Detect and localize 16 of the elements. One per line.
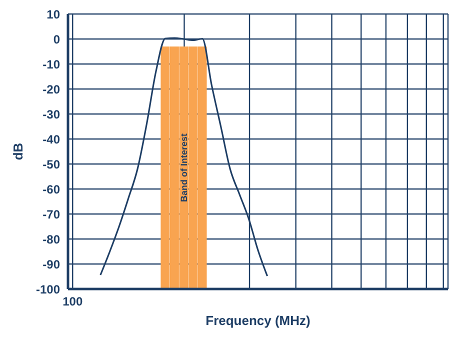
y-tick-label: -80 xyxy=(42,232,60,246)
y-tick-label: -10 xyxy=(42,57,60,72)
x-tick-label: 100 xyxy=(62,294,83,309)
annotation: Band of Interest xyxy=(178,133,189,202)
y-tick-label: -70 xyxy=(42,207,60,222)
y-axis-title: dB xyxy=(10,142,26,160)
y-tick-label: -40 xyxy=(42,132,60,146)
y-tick-label: 0 xyxy=(53,32,60,46)
y-tick-label: -60 xyxy=(42,182,60,196)
y-tick-label: -30 xyxy=(42,107,60,122)
x-axis-title: Frequency (MHz) xyxy=(206,313,310,328)
y-tick-label: -100 xyxy=(36,282,60,296)
y-tick-label: -20 xyxy=(42,82,60,96)
y-tick-label: -90 xyxy=(42,257,60,272)
y-tick-label: -50 xyxy=(42,157,60,172)
y-tick-label: 10 xyxy=(46,7,60,22)
